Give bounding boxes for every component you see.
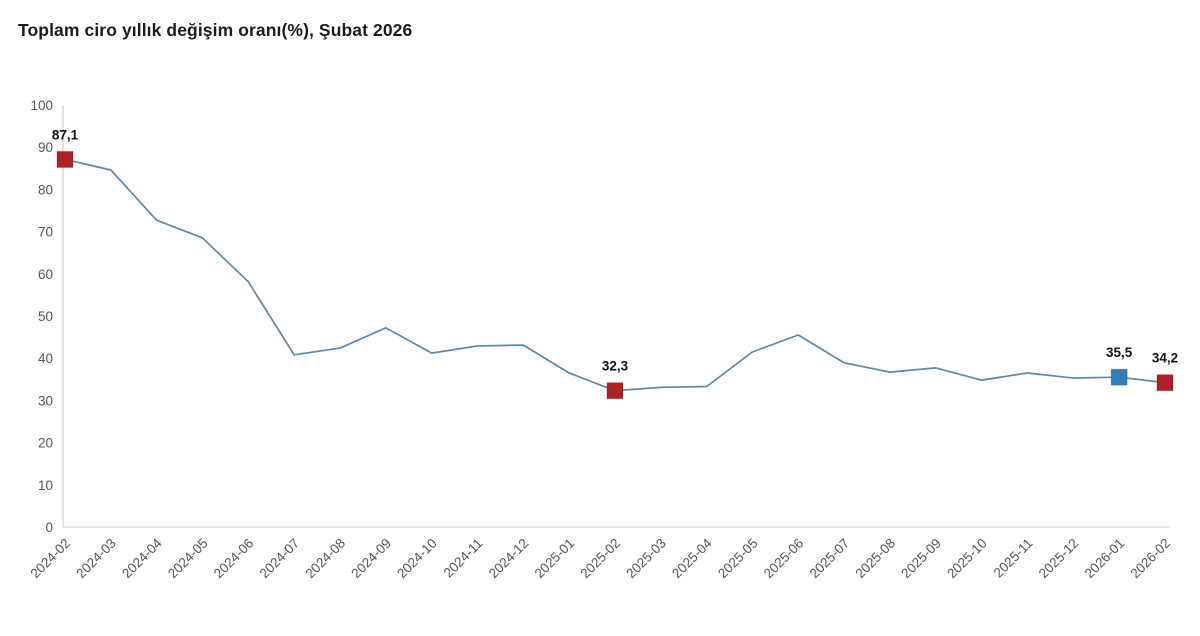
marker-point: [1110, 368, 1128, 386]
x-axis-label: 2026-02: [1127, 536, 1173, 582]
x-axis-label: 2025-06: [761, 536, 807, 582]
marker-point: [56, 150, 74, 168]
x-axis-label: 2025-07: [807, 536, 853, 582]
x-axis-label: 2024-06: [211, 536, 257, 582]
x-axis-label: 2025-12: [1036, 536, 1082, 582]
chart-title: Toplam ciro yıllık değişim oranı(%), Şub…: [18, 20, 413, 40]
x-axis-label: 2025-05: [715, 536, 761, 582]
y-axis-label: 80: [38, 182, 53, 197]
x-axis-label: 2025-01: [532, 536, 578, 582]
x-axis-label: 2024-03: [73, 536, 119, 582]
x-axis-label: 2024-12: [486, 536, 532, 582]
x-axis-label: 2024-10: [394, 536, 440, 582]
data-label: 35,5: [1106, 345, 1133, 360]
series-line: [64, 158, 1166, 392]
x-axis-label: 2024-08: [302, 536, 348, 582]
y-axis-label: 0: [45, 520, 53, 535]
y-axis-label: 90: [38, 140, 53, 155]
y-axis-label: 70: [38, 225, 53, 240]
x-axis-label: 2025-11: [991, 536, 1036, 581]
y-axis-label: 60: [38, 267, 53, 282]
x-axis-label: 2025-04: [669, 535, 715, 581]
x-axis-label: 2025-09: [898, 536, 944, 582]
data-label: 32,3: [602, 359, 629, 374]
x-axis-label: 2025-08: [852, 536, 898, 582]
y-axis-label: 30: [38, 393, 53, 408]
x-axis-label: 2024-05: [165, 536, 211, 582]
x-axis-label: 2025-03: [623, 536, 669, 582]
x-axis-label: 2025-02: [577, 536, 623, 582]
y-axis-label: 100: [30, 98, 53, 113]
y-axis-label: 50: [38, 309, 53, 324]
x-axis-label: 2024-09: [348, 536, 394, 582]
x-axis-label: 2024-11: [441, 536, 486, 581]
x-axis-label: 2024-07: [257, 536, 303, 582]
y-axis-label: 10: [38, 478, 53, 493]
x-axis-label: 2026-01: [1082, 536, 1128, 582]
data-label: 34,2: [1152, 351, 1178, 366]
y-axis-label: 20: [38, 436, 53, 451]
data-label: 87,1: [52, 127, 79, 142]
x-axis-label: 2025-10: [944, 536, 990, 582]
y-axis-label: 40: [38, 351, 53, 366]
marker-point: [1156, 374, 1174, 392]
x-axis-label: 2024-04: [119, 535, 165, 581]
marker-point: [606, 382, 624, 400]
x-axis-label: 2024-02: [27, 536, 73, 582]
